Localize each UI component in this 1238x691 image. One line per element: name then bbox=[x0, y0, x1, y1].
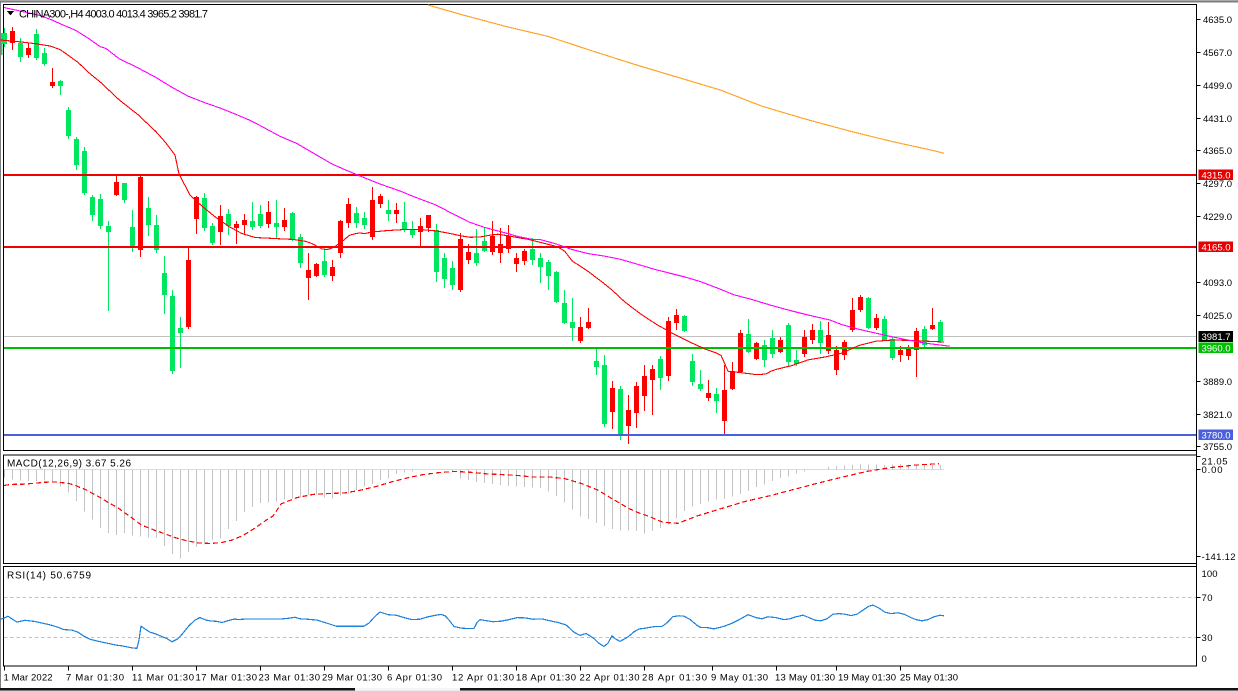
svg-text:4635.0: 4635.0 bbox=[1203, 15, 1232, 26]
svg-text:22 Apr 01:30: 22 Apr 01:30 bbox=[580, 673, 640, 684]
svg-text:4093.0: 4093.0 bbox=[1203, 278, 1232, 289]
svg-text:3821.0: 3821.0 bbox=[1203, 410, 1232, 421]
svg-text:3780.0: 3780.0 bbox=[1202, 430, 1231, 441]
svg-text:0.00: 0.00 bbox=[1202, 465, 1223, 476]
svg-text:4431.0: 4431.0 bbox=[1203, 114, 1232, 125]
svg-text:MACD(12,26,9) 3.67 5.26: MACD(12,26,9) 3.67 5.26 bbox=[7, 459, 131, 470]
svg-text:4315.0: 4315.0 bbox=[1202, 170, 1231, 181]
svg-text:4365.0: 4365.0 bbox=[1203, 146, 1232, 157]
svg-text:17 Mar 01:30: 17 Mar 01:30 bbox=[196, 673, 258, 684]
svg-text:30: 30 bbox=[1202, 633, 1213, 644]
svg-text:12 Apr 01:30: 12 Apr 01:30 bbox=[452, 673, 514, 684]
svg-text:4165.0: 4165.0 bbox=[1202, 242, 1231, 253]
svg-text:4025.0: 4025.0 bbox=[1203, 311, 1232, 322]
svg-text:19 May 01:30: 19 May 01:30 bbox=[838, 673, 896, 684]
svg-text:3960.0: 3960.0 bbox=[1202, 343, 1231, 354]
svg-text:28 Apr 01:30: 28 Apr 01:30 bbox=[642, 673, 707, 684]
svg-text:-141.12: -141.12 bbox=[1202, 552, 1236, 563]
svg-text:13 May 01:30: 13 May 01:30 bbox=[775, 673, 835, 684]
svg-text:21.05: 21.05 bbox=[1202, 456, 1228, 467]
svg-text:18 Apr 01:30: 18 Apr 01:30 bbox=[516, 673, 576, 684]
svg-text:7 Mar 01:30: 7 Mar 01:30 bbox=[66, 673, 124, 684]
svg-text:70: 70 bbox=[1202, 593, 1213, 604]
svg-text:3981.7: 3981.7 bbox=[1202, 332, 1231, 343]
svg-text:4229.0: 4229.0 bbox=[1203, 212, 1232, 223]
svg-text:4567.0: 4567.0 bbox=[1203, 48, 1232, 59]
svg-text:1 Mar 2022: 1 Mar 2022 bbox=[4, 673, 53, 684]
svg-text:RSI(14) 50.6759: RSI(14) 50.6759 bbox=[7, 571, 91, 582]
svg-text:0: 0 bbox=[1202, 654, 1207, 665]
svg-text:3889.0: 3889.0 bbox=[1203, 377, 1232, 388]
svg-text:6 Apr 01:30: 6 Apr 01:30 bbox=[387, 673, 442, 684]
svg-text:100: 100 bbox=[1202, 569, 1218, 580]
svg-text:29 Mar 01:30: 29 Mar 01:30 bbox=[322, 673, 382, 684]
svg-text:4297.0: 4297.0 bbox=[1203, 179, 1232, 190]
svg-text:23 Mar 01:30: 23 Mar 01:30 bbox=[259, 673, 321, 684]
svg-text:11 Mar 01:30: 11 Mar 01:30 bbox=[132, 673, 194, 684]
svg-text:3755.0: 3755.0 bbox=[1203, 442, 1232, 453]
svg-text:CHINA300-,H4 4003.0 4013.4 39: CHINA300-,H4 4003.0 4013.4 3965.2 3981.7 bbox=[19, 9, 208, 21]
svg-text:25 May 01:30: 25 May 01:30 bbox=[900, 673, 958, 684]
svg-text:4499.0: 4499.0 bbox=[1203, 81, 1232, 92]
svg-text:9 May 01:30: 9 May 01:30 bbox=[711, 673, 768, 684]
